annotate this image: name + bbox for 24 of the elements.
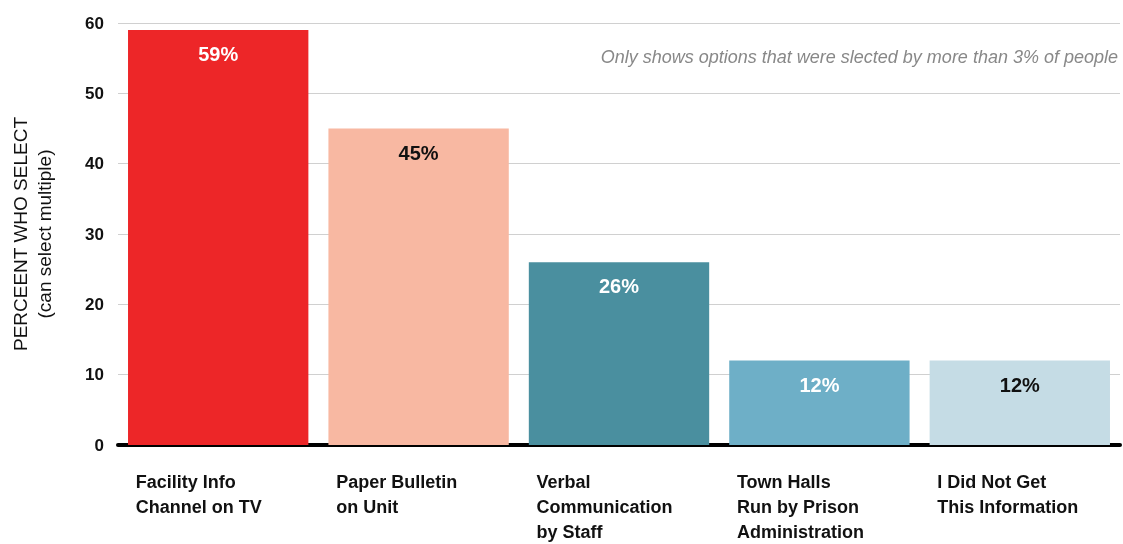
y-tick-label: 40 xyxy=(85,154,104,174)
bar xyxy=(328,128,509,445)
y-tick-label: 50 xyxy=(85,83,104,103)
data-label: 12% xyxy=(999,373,1041,396)
data-label: 26% xyxy=(598,275,640,298)
data-label: 45% xyxy=(398,141,439,164)
x-tick-label: I Did Not Get This Information xyxy=(937,471,1079,517)
bar xyxy=(128,30,309,445)
bar xyxy=(929,360,1110,445)
x-tick-label: Verbal Communication by Staff xyxy=(536,471,673,542)
y-tick-label: 30 xyxy=(85,224,104,244)
bar xyxy=(729,360,910,445)
y-axis-title: PERCEENT WHO SELECT (can select multiple) xyxy=(9,116,55,352)
bar xyxy=(528,262,710,445)
data-label: 59% xyxy=(198,43,239,66)
x-tick-label: Town Halls Run by Prison Administration xyxy=(736,471,864,542)
y-tick-label: 20 xyxy=(85,294,104,314)
data-label: 12% xyxy=(799,373,840,396)
annotation: Only shows options that were slected by more than 3% of people xyxy=(600,47,1119,67)
x-tick-label: Facility Info Channel on TV xyxy=(135,471,262,517)
y-tick-label: 10 xyxy=(85,365,104,385)
y-tick-label: 60 xyxy=(85,13,104,33)
x-tick-label: Paper Bulletin on Unit xyxy=(336,471,458,517)
y-tick-label: 0 xyxy=(94,435,104,455)
